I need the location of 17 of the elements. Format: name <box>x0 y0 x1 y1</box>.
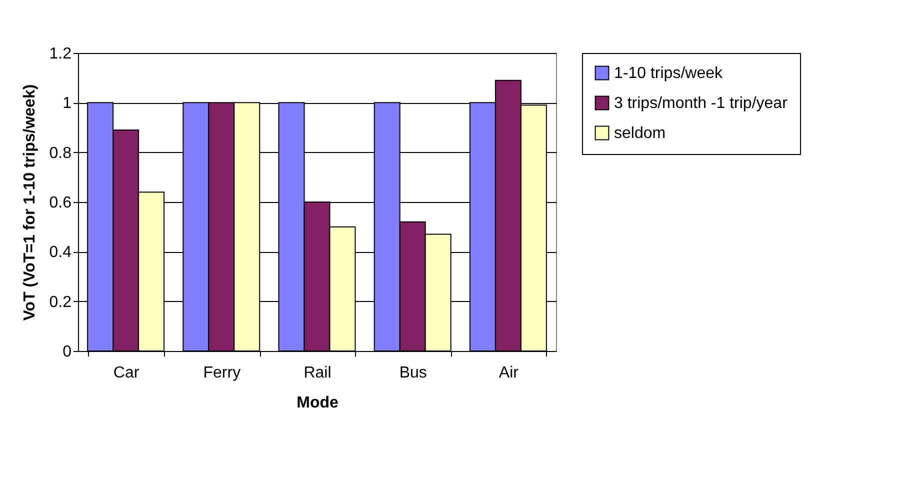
legend-label: 1-10 trips/week <box>614 65 724 82</box>
y-tick-label: 0.4 <box>49 244 72 262</box>
x-tick-label: Ferry <box>203 364 241 382</box>
y-tick-label: 1 <box>62 95 72 112</box>
legend-label: seldom <box>614 125 666 142</box>
x-tick-label: Car <box>113 364 140 382</box>
y-tick-label: 0.2 <box>49 294 72 311</box>
x-tick-label: Air <box>498 364 520 382</box>
x-tick-label: Bus <box>399 364 427 382</box>
y-tick-label: 1.2 <box>49 46 72 62</box>
y-tick-label: 0.8 <box>49 144 72 162</box>
y-tick-label: 0.6 <box>49 194 72 212</box>
x-tick-label: Rail <box>304 364 332 382</box>
y-tick-label: 0 <box>62 344 72 360</box>
y-axis-title: VoT (VoT=1 for 1-10 trips/week) <box>21 84 38 321</box>
x-axis-title: Mode <box>296 394 338 412</box>
legend-label: 3 trips/month -1 trip/year <box>614 95 788 112</box>
